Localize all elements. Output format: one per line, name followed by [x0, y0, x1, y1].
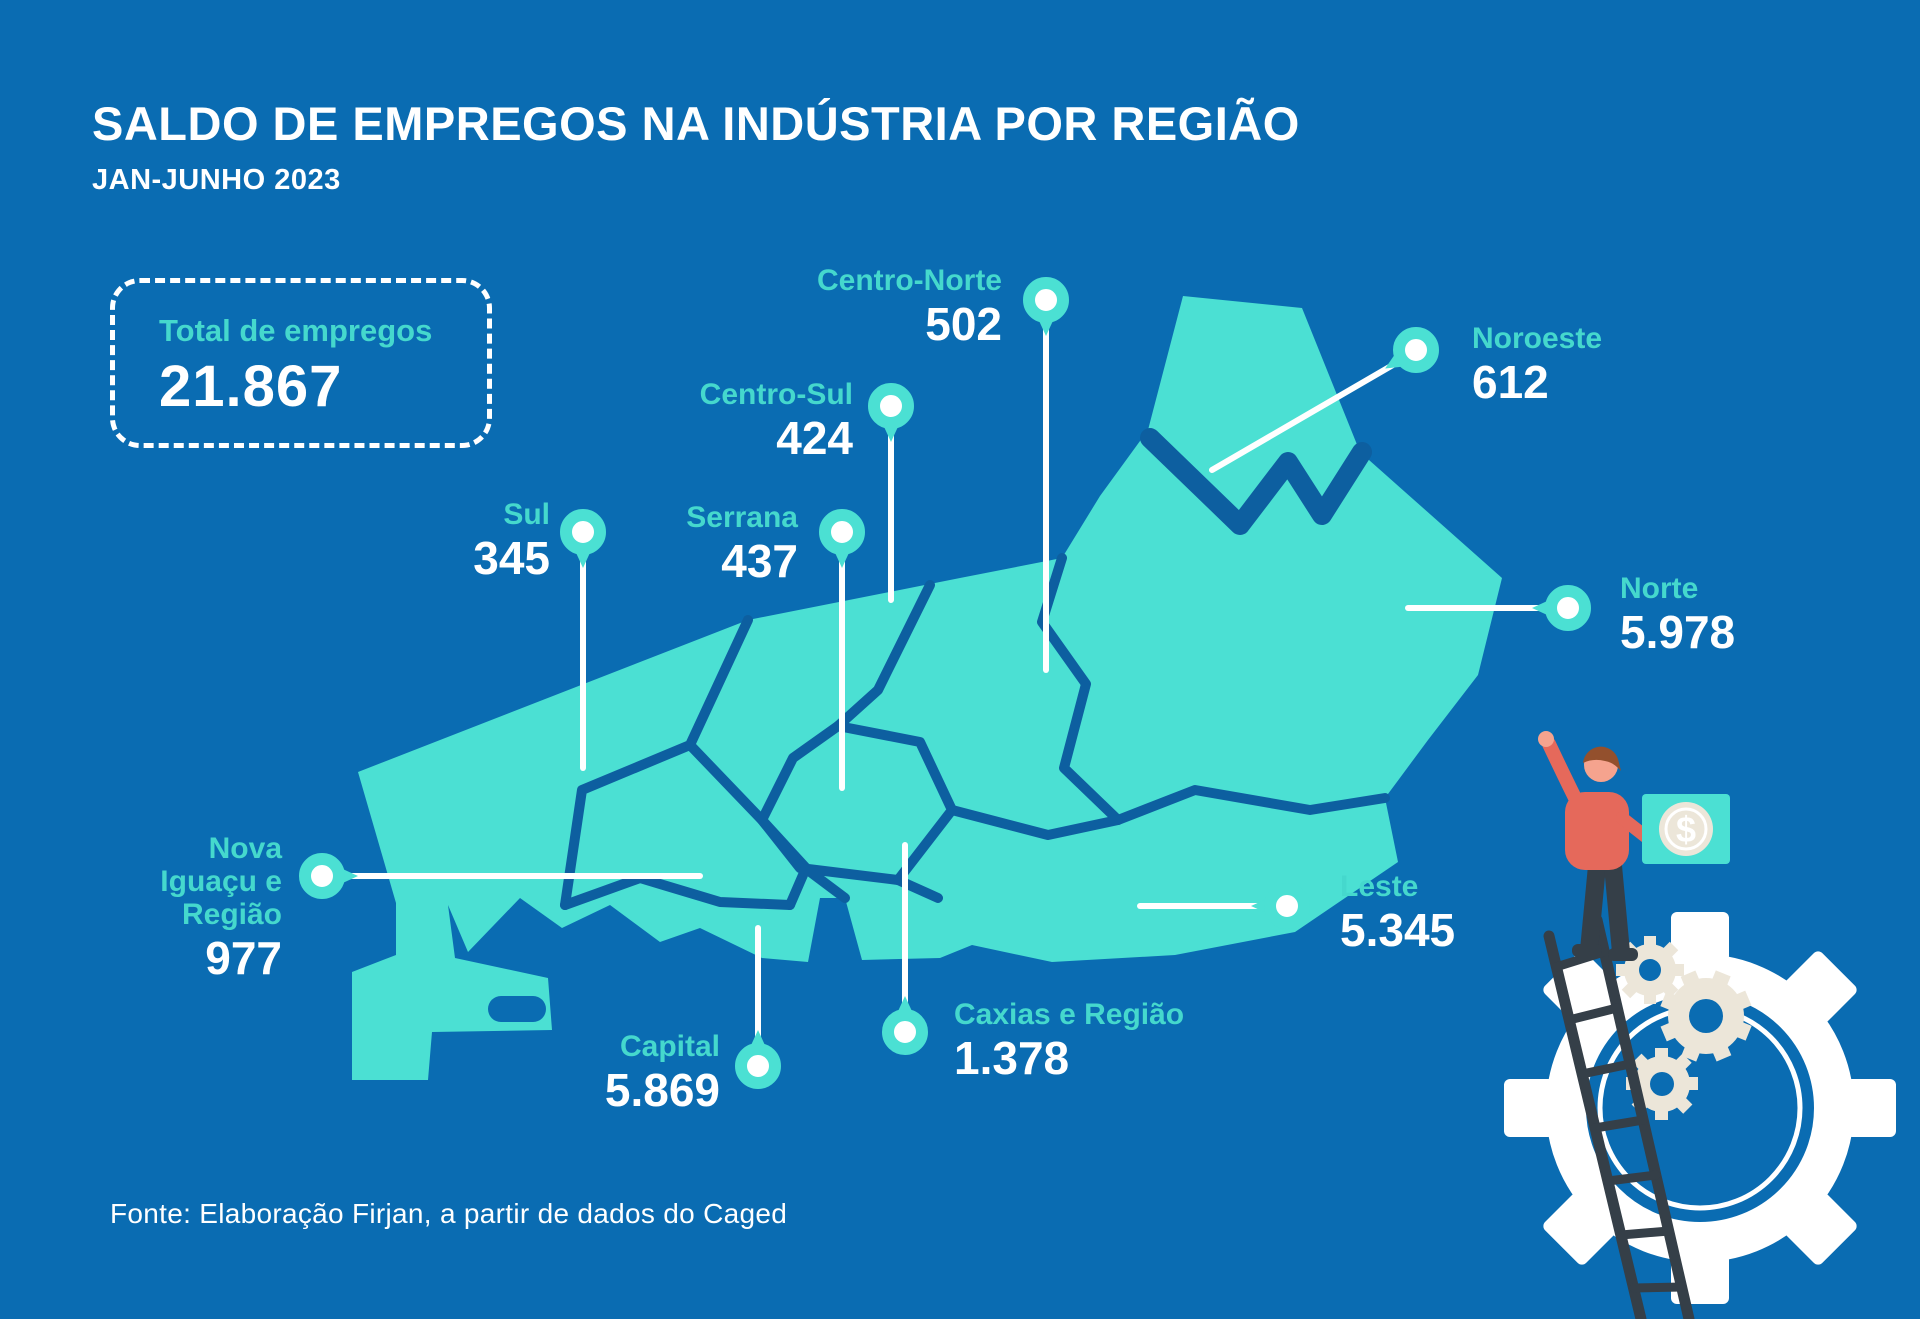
- region-label-noroeste: Noroeste 612: [1472, 322, 1603, 408]
- small-gear-icon: [1626, 1048, 1698, 1120]
- pointer-lines: [345, 322, 1547, 1045]
- map-hole: [488, 996, 546, 1022]
- total-jobs-box: Total de empregos 21.867: [110, 278, 492, 448]
- map-pin-nova-iguacu: [299, 853, 358, 899]
- page-title: SALDO DE EMPREGOS NA INDÚSTRIA POR REGIÃ…: [92, 97, 1300, 150]
- money-box-icon: $: [1642, 794, 1730, 864]
- map-pins: [299, 277, 1591, 1089]
- map-pin-caxias: [882, 996, 928, 1055]
- region-label-capital: Capital 5.869: [604, 1030, 720, 1116]
- map-pin-norte: [1532, 585, 1591, 631]
- dollar-icon: $: [1676, 809, 1696, 850]
- map-zigzag-border: [1140, 428, 1372, 535]
- map-pin-noroeste: [1385, 327, 1439, 373]
- map-silhouette: [352, 296, 1502, 1080]
- region-label-nova-iguacu: Nova Iguaçu e Região 977: [160, 832, 282, 984]
- region-label-serrana: Serrana 437: [686, 501, 798, 587]
- map-pin-capital: [735, 1030, 781, 1089]
- page-subtitle: JAN-JUNHO 2023: [92, 164, 341, 196]
- ladder-icon: [1543, 914, 1695, 1319]
- region-label-centro-norte: Centro-Norte 502: [817, 264, 1002, 350]
- region-label-centro-sul: Centro-Sul 424: [699, 378, 853, 464]
- map-pin-centro-norte: [1023, 277, 1069, 336]
- map-pin-serrana: [819, 509, 865, 568]
- region-label-leste: Leste 5.345: [1340, 870, 1456, 956]
- total-jobs-label: Total de empregos: [159, 313, 433, 348]
- region-label-caxias: Caxias e Região 1.378: [954, 998, 1185, 1084]
- source-note: Fonte: Elaboração Firjan, a partir de da…: [110, 1198, 788, 1229]
- region-label-sul: Sul 345: [473, 498, 550, 584]
- region-label-norte: Norte 5.978: [1620, 572, 1736, 658]
- map-pin-leste: [1251, 883, 1310, 929]
- total-jobs-value: 21.867: [159, 354, 343, 419]
- map-pin-centro-sul: [868, 383, 914, 442]
- worker-illustration: $: [1504, 731, 1896, 1319]
- small-gear-icon: [1660, 970, 1752, 1062]
- person-figure: $: [1538, 731, 1730, 961]
- map-pin-sul: [560, 509, 606, 568]
